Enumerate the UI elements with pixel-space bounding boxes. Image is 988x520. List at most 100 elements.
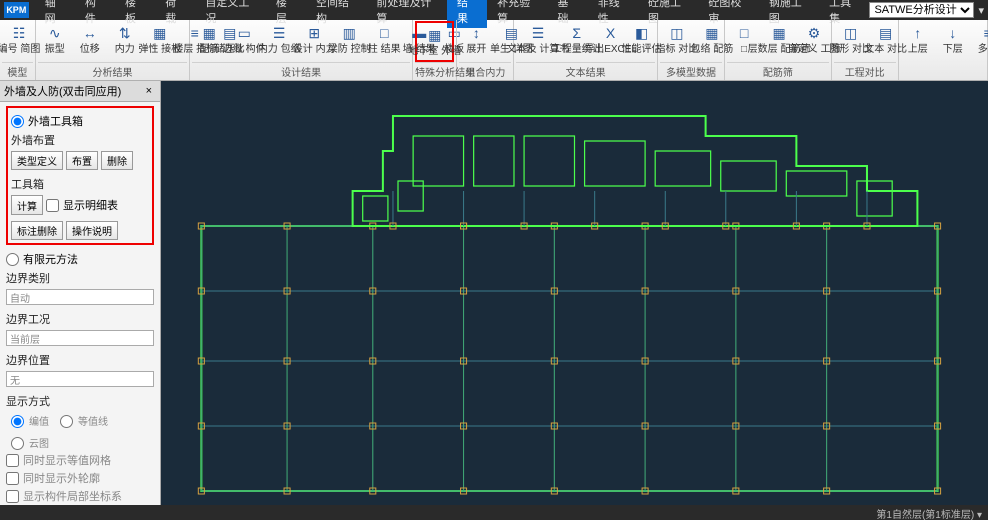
ribbon-button[interactable]: ☰文本及 计算书	[516, 21, 559, 62]
ribbon-icon: ↓	[942, 22, 964, 44]
ribbon-button[interactable]: ☰内力 包络	[262, 21, 296, 62]
ribbon: ☷编号 简图模型∿振型↔位移⇅内力▦弹性 接板≡楼层 指标▤储压比分析结果▦配筋…	[0, 20, 988, 81]
help-button[interactable]: 操作说明	[66, 221, 118, 240]
analysis-mode-select[interactable]: SATWE分析设计	[869, 2, 974, 18]
ribbon-icon: ⚙	[803, 22, 825, 44]
ribbon-icon: ▦	[701, 22, 723, 44]
place-button[interactable]: 布置	[66, 151, 98, 170]
radio-wall-toolbox-input[interactable]	[11, 115, 24, 128]
annot-delete-button[interactable]: 标注删除	[11, 221, 63, 240]
app-logo: KPM	[4, 2, 29, 18]
radio-fem-input[interactable]	[6, 253, 19, 266]
ribbon-button[interactable]: Σ工程量统计	[561, 21, 593, 62]
close-icon[interactable]: ×	[142, 85, 156, 97]
bc-pos-header: 边界位置	[6, 352, 154, 368]
ribbon-button[interactable]: ◧性能评估	[628, 21, 654, 62]
bc-case-select[interactable]: 当前层	[6, 330, 154, 346]
floorplan-drawing	[161, 81, 988, 505]
ribbon-button[interactable]: ▦弹性 接板	[143, 21, 177, 62]
ribbon-label: 上层	[908, 44, 928, 55]
ribbon-icon: ↑	[907, 22, 929, 44]
ribbon-icon: X	[600, 22, 622, 44]
ribbon-button[interactable]: ☷编号 简图	[2, 21, 36, 62]
floor-indicator[interactable]: 第1自然层(第1标准层) ▾	[876, 506, 982, 520]
ribbon-button[interactable]: □□	[727, 21, 761, 62]
ribbon-button[interactable]: ◫指标 对比	[660, 21, 694, 62]
ribbon-icon: ◫	[666, 22, 688, 44]
menu-right: SATWE分析设计 ▾	[869, 2, 984, 18]
disp-radio-contour[interactable]: 等值线	[55, 412, 108, 428]
ribbon-button[interactable]: ↔位移	[73, 21, 107, 62]
ribbon-button[interactable]: ∿振型	[38, 21, 72, 62]
bc-pos-select[interactable]: 无	[6, 371, 154, 387]
ribbon-icon: ⇅	[114, 22, 136, 44]
work-area: 外墙及人防(双击同应用) × 外墙工具箱 外墙布置 类型定义 布置 删除	[0, 81, 988, 505]
ribbon-button[interactable]: ▦层数层 配筋筛	[762, 21, 796, 62]
radio-fem-label: 有限元方法	[23, 251, 78, 267]
ribbon-group-title: 配筋筛	[727, 62, 829, 79]
ribbon-button[interactable]: ⇅内力	[108, 21, 142, 62]
ribbon-label: 下层	[943, 44, 963, 55]
ribbon-button[interactable]: ▦地下室 外墙	[415, 21, 454, 62]
delete-button[interactable]: 删除	[101, 151, 133, 170]
ribbon-group: ☷编号 简图模型	[0, 20, 36, 80]
menu-bar: KPM 轴网构件楼板荷载自定义工况楼层空间结构前处理及计算结果补充验算基础非线性…	[0, 0, 988, 20]
ribbon-group-title: 文本结果	[516, 62, 655, 79]
wall-layout-header: 外墙布置	[11, 132, 149, 148]
ribbon-icon: ↔	[79, 22, 101, 44]
ribbon-icon: ▥	[338, 22, 360, 44]
show-outline-checkbox[interactable]: 同时显示外轮廓	[6, 470, 154, 486]
bc-type-header: 边界类别	[6, 270, 154, 286]
ribbon-label: 编号 简图	[0, 44, 40, 55]
ribbon-button[interactable]: ▤文本 对比	[869, 21, 903, 62]
calc-button[interactable]: 计算	[11, 195, 43, 215]
ribbon-group: □□▦层数层 配筋筛⚙自定义 工筛配筋筛	[725, 20, 832, 80]
ribbon-button[interactable]: ▭边缘 构件	[227, 21, 261, 62]
ribbon-icon: ⊞	[303, 22, 325, 44]
ribbon-group: ◫指标 对比▦包络 配筋多模型数据	[658, 20, 725, 80]
ribbon-icon: ▦	[424, 24, 446, 46]
ribbon-group: ▦配筋▭边缘 构件☰内力 包络⊞设计 内力▥梁防 控制□柱 结果▬墙 结果▭楼板…	[190, 20, 413, 80]
ribbon-icon: ▭	[233, 22, 255, 44]
ribbon-button[interactable]: ▦配筋	[192, 21, 226, 62]
ribbon-group-title: 工程对比	[834, 62, 896, 79]
ribbon-button[interactable]: ↓下层	[936, 21, 970, 79]
bc-type-select[interactable]: 自动	[6, 289, 154, 305]
ribbon-icon: ☰	[527, 22, 549, 44]
panel-title-text: 外墙及人防(双击同应用)	[4, 83, 121, 99]
ribbon-label: 位移	[80, 44, 100, 55]
type-define-button[interactable]: 类型定义	[11, 151, 63, 170]
radio-fem[interactable]: 有限元方法	[6, 251, 154, 267]
ribbon-button[interactable]: ⊞设计 内力	[297, 21, 331, 62]
ribbon-button[interactable]: ⚙自定义 工筛	[797, 21, 831, 62]
disp-radio-value[interactable]: 编值	[6, 412, 49, 428]
ribbon-label: 地下室 外墙	[408, 46, 461, 57]
ribbon-button[interactable]: ↕展开	[459, 21, 493, 62]
side-panel: 外墙及人防(双击同应用) × 外墙工具箱 外墙布置 类型定义 布置 删除	[0, 81, 161, 505]
ribbon-button[interactable]: X导出EXCEL	[594, 21, 628, 62]
ribbon-button[interactable]: ↑上层	[901, 21, 935, 79]
show-local-axis-checkbox[interactable]: 显示构件局部坐标系	[6, 488, 154, 504]
ribbon-label: 梁防 控制	[328, 44, 371, 55]
ribbon-button[interactable]: □柱 结果	[367, 21, 401, 62]
ribbon-group: ▦地下室 外墙特殊分析结果	[413, 20, 457, 80]
ribbon-icon: □	[373, 22, 395, 44]
show-detail-checkbox[interactable]: 显示明细表	[46, 197, 118, 213]
show-contour-grid-checkbox[interactable]: 同时显示等值网格	[6, 452, 154, 468]
ribbon-icon: ▤	[875, 22, 897, 44]
drawing-canvas[interactable]	[161, 81, 988, 505]
show-detail-checkbox-input[interactable]	[46, 199, 59, 212]
ribbon-label: 振型	[45, 44, 65, 55]
chevron-down-icon[interactable]: ▾	[978, 4, 984, 17]
radio-wall-toolbox[interactable]: 外墙工具箱	[11, 113, 149, 129]
ribbon-button[interactable]: ▦包络 配筋	[695, 21, 729, 62]
ribbon-button[interactable]: ▥梁防 控制	[332, 21, 366, 62]
ribbon-button[interactable]: ≡多层	[971, 21, 988, 79]
ribbon-icon: ☷	[8, 22, 30, 44]
ribbon-label: 柱 结果	[368, 44, 401, 55]
ribbon-group-title: 组合内力	[459, 62, 511, 79]
ribbon-button[interactable]: ◫图形 对比	[834, 21, 868, 62]
bc-case-header: 边界工况	[6, 311, 154, 327]
ribbon-icon: Σ	[566, 22, 588, 44]
disp-radio-cloud[interactable]: 云图	[6, 434, 49, 450]
